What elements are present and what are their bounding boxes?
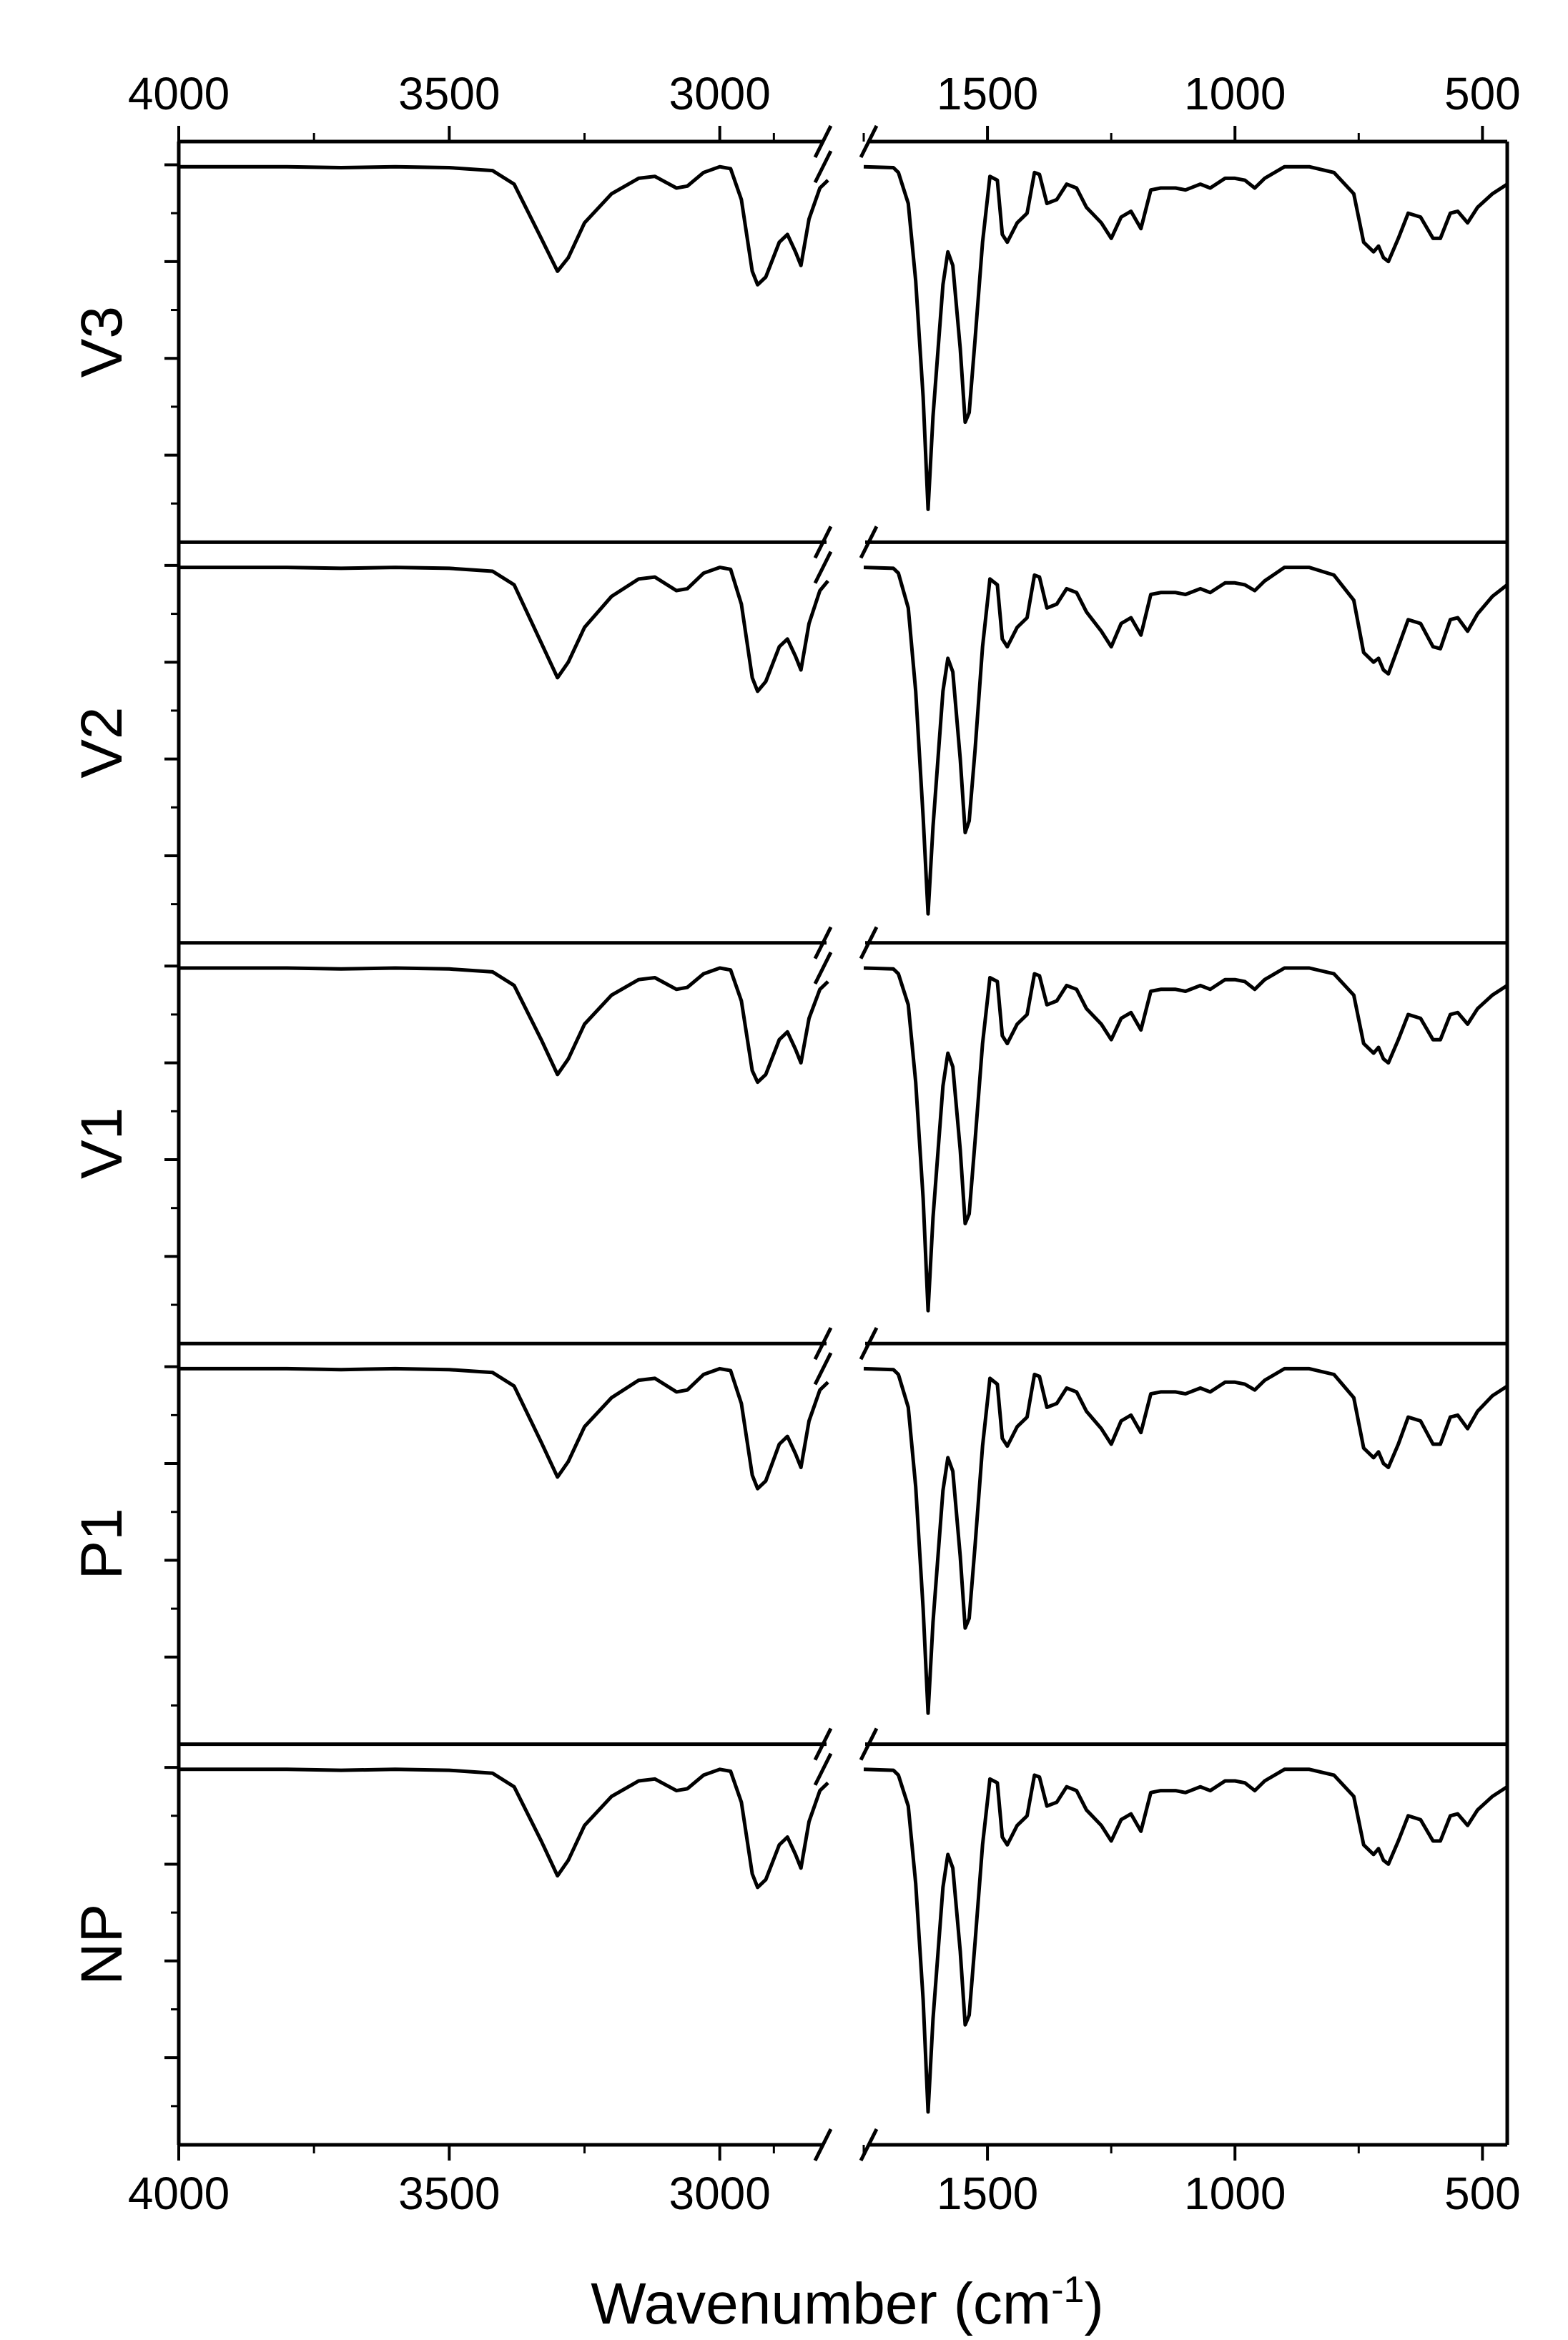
series-line-np-high xyxy=(179,1767,829,1890)
x-axis-title-close: ) xyxy=(1084,2271,1103,2336)
axis-break-mark xyxy=(813,525,833,559)
axis-break-mark xyxy=(813,1727,833,1761)
axis-break-gap xyxy=(827,1725,865,1763)
x-tick-label-top: 3000 xyxy=(669,68,770,119)
axis-break-mark xyxy=(859,525,879,559)
panel-label-v2: V2 xyxy=(69,706,134,778)
series-break-mark xyxy=(813,150,833,184)
panel-label-p1: P1 xyxy=(69,1508,134,1579)
panel-label-np: NP xyxy=(69,1904,134,1985)
axis-break-mark xyxy=(859,926,879,959)
series-line-v3-low xyxy=(863,164,1509,511)
axis-break-mark xyxy=(813,2128,833,2162)
series-break-mark xyxy=(813,551,833,584)
axis-break-mark xyxy=(859,1727,879,1761)
x-tick-label-bottom: 1000 xyxy=(1184,2168,1286,2219)
series-layer xyxy=(179,164,1509,2114)
series-line-v2-low xyxy=(863,566,1509,916)
x-axis-title: Wavenumber (cm-1) xyxy=(591,2269,1104,2336)
labels-layer: Wavenumber (cm-1) 4000 4000 3500 3500 3000 30… xyxy=(69,68,1521,2336)
axis-break-mark xyxy=(813,926,833,959)
x-tick-label-bottom: 3500 xyxy=(398,2168,500,2219)
x-tick-label-top: 1500 xyxy=(937,68,1038,119)
axis-break-gap xyxy=(827,523,865,561)
series-line-v3-high xyxy=(179,164,829,287)
series-line-v1-high xyxy=(179,966,829,1085)
x-tick-label-bottom: 3000 xyxy=(669,2168,770,2219)
x-tick-label-bottom: 4000 xyxy=(128,2168,230,2219)
series-line-v2-high xyxy=(179,566,829,693)
panel-label-v1: V1 xyxy=(69,1107,134,1179)
axis-break-gap xyxy=(827,1325,865,1363)
series-line-p1-low xyxy=(863,1366,1509,1715)
series-break-mark xyxy=(813,1352,833,1386)
axis-break-mark xyxy=(813,124,833,159)
x-tick-label-top: 4000 xyxy=(128,68,230,119)
x-tick-label-top: 1000 xyxy=(1184,68,1286,119)
x-tick-label-bottom: 500 xyxy=(1444,2168,1521,2219)
x-axis-title-main: Wavenumber (cm xyxy=(591,2271,1051,2336)
x-axis-title-superscript: -1 xyxy=(1051,2269,1084,2311)
x-tick-label-top: 3500 xyxy=(398,68,500,119)
series-break-mark xyxy=(813,1752,833,1786)
series-line-np-low xyxy=(863,1767,1509,2114)
x-tick-label-top: 500 xyxy=(1444,68,1521,119)
axis-break-mark xyxy=(859,2128,879,2162)
series-line-p1-high xyxy=(179,1366,829,1491)
axes-layer xyxy=(164,124,1509,2162)
panel-label-v3: V3 xyxy=(69,306,134,377)
series-break-mark xyxy=(813,951,833,985)
axis-break-gap xyxy=(827,924,865,962)
series-line-v1-low xyxy=(863,966,1509,1313)
x-tick-label-bottom: 1500 xyxy=(937,2168,1038,2219)
axis-break-mark xyxy=(859,124,879,159)
axis-break-mark xyxy=(859,1327,879,1361)
axis-break-mark xyxy=(813,1327,833,1361)
